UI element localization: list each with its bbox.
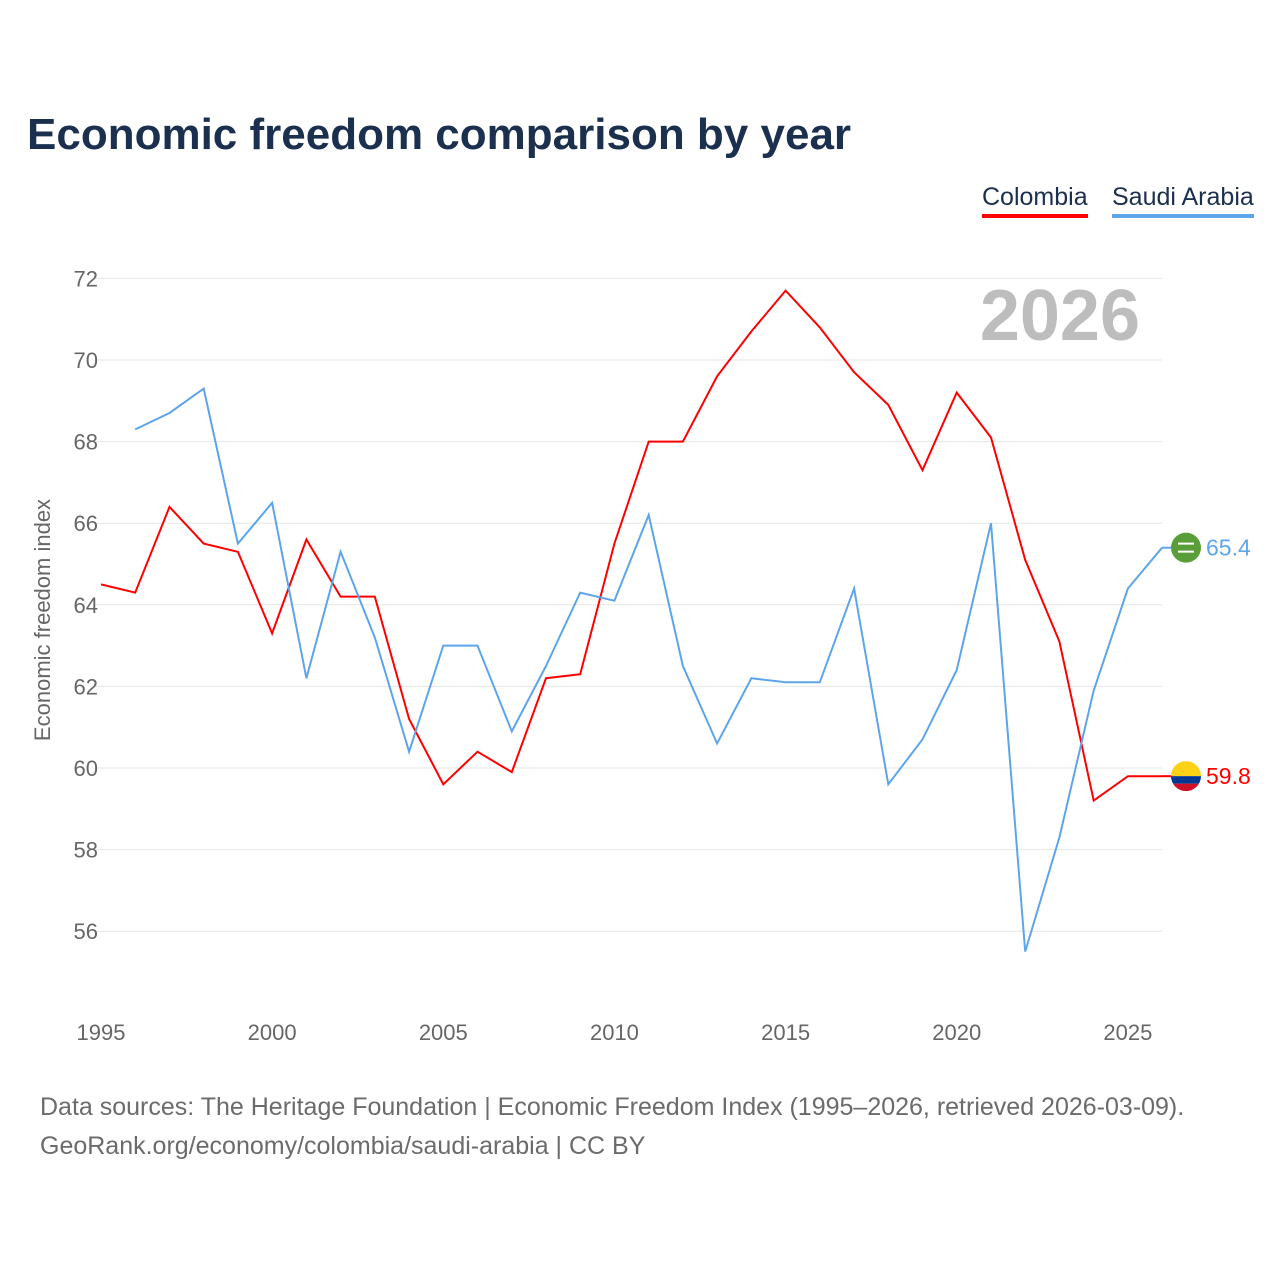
end-value-label: 59.8	[1206, 763, 1251, 789]
footer-sources: Data sources: The Heritage Foundation | …	[40, 1093, 1185, 1121]
colombia-flag-icon	[1171, 761, 1201, 792]
y-tick-label: 56	[74, 919, 98, 944]
series-line-colombia	[100, 289, 1163, 803]
x-tick-label: 2010	[590, 1020, 639, 1045]
y-tick-label: 60	[74, 756, 98, 781]
y-tick-label: 68	[74, 430, 98, 455]
y-tick-label: 70	[74, 348, 98, 373]
y-tick-label: 62	[74, 674, 98, 699]
y-tick-label: 58	[74, 838, 98, 863]
y-tick-label: 66	[74, 511, 98, 536]
end-value-label: 65.4	[1206, 535, 1251, 561]
footer: Data sources: The Heritage Foundation | …	[40, 1088, 1184, 1166]
legend-colombia[interactable]: Colombia	[982, 183, 1088, 218]
x-tick-label: 2025	[1103, 1020, 1152, 1045]
year-watermark: 2026	[980, 276, 1140, 356]
legend-saudi-arabia[interactable]: Saudi Arabia	[1112, 183, 1254, 218]
x-tick-label: 2015	[761, 1020, 810, 1045]
y-axis-label: Economic freedom index	[30, 499, 55, 741]
series-line-saudi-arabia	[134, 386, 1163, 952]
saudi-arabia-flag-icon	[1171, 532, 1201, 563]
x-tick-label: 1995	[77, 1020, 126, 1045]
y-tick-label: 64	[74, 593, 98, 618]
chart-title: Economic freedom comparison by year	[27, 110, 852, 159]
x-tick-label: 2020	[932, 1020, 981, 1045]
footer-attribution[interactable]: GeoRank.org/economy/colombia/saudi-arabi…	[40, 1132, 646, 1160]
x-tick-label: 2000	[248, 1020, 297, 1045]
x-tick-label: 2005	[419, 1020, 468, 1045]
y-tick-label: 72	[74, 266, 98, 291]
